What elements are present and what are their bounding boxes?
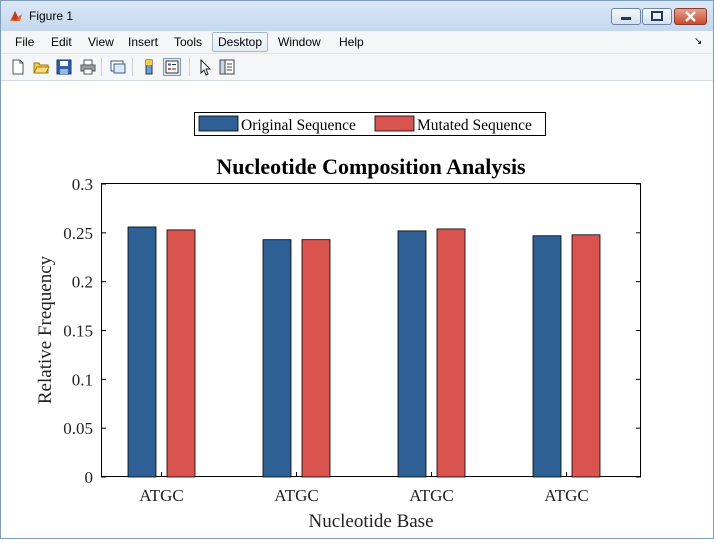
toolbar-separator — [189, 58, 190, 76]
close-button[interactable] — [674, 8, 707, 25]
bar-original — [127, 226, 157, 478]
toolbar-separator — [132, 58, 133, 76]
title-bar: Figure 1 — [1, 1, 713, 32]
bar-original — [397, 230, 427, 478]
matlab-icon — [10, 11, 22, 21]
menu-file[interactable]: File — [15, 35, 35, 49]
colorbar-icon[interactable] — [140, 58, 158, 76]
legend-label-original: Original Sequence — [241, 117, 356, 134]
y-tick-label: 0.25 — [63, 224, 93, 243]
figure-canvas: Original Sequence Mutated Sequence Nucle… — [1, 81, 713, 538]
bar-original — [532, 235, 562, 478]
menu-desktop[interactable]: Desktop — [212, 32, 269, 52]
legend-swatch-mutated — [374, 115, 415, 132]
window-title: Figure 1 — [29, 9, 74, 23]
x-tick-label: ATGC — [409, 486, 453, 505]
bar-original — [262, 239, 292, 478]
menu-edit[interactable]: Edit — [51, 35, 72, 49]
menu-insert[interactable]: Insert — [128, 35, 159, 49]
minimize-button[interactable] — [611, 8, 641, 25]
legend[interactable]: Original Sequence Mutated Sequence — [194, 112, 546, 136]
x-tick-label: ATGC — [544, 486, 588, 505]
y-tick-label: 0.3 — [72, 175, 93, 194]
y-tick-label: 0 — [85, 468, 94, 487]
maximize-button[interactable] — [642, 8, 672, 25]
y-tick-label: 0.1 — [72, 370, 93, 389]
x-axis: ATGC ATGC ATGC ATGC — [139, 472, 589, 505]
y-axis-label: Relative Frequency — [35, 255, 56, 404]
menu-overflow-icon[interactable]: ↘ — [694, 36, 703, 47]
property-inspector-icon[interactable] — [218, 58, 236, 76]
menu-help[interactable]: Help — [339, 35, 364, 49]
pointer-icon[interactable] — [196, 58, 214, 76]
print-icon[interactable] — [79, 58, 97, 76]
bars — [127, 226, 601, 478]
minimize-icon — [621, 17, 631, 20]
bar-mutated — [436, 228, 466, 478]
toolbar — [1, 54, 713, 81]
link-plot-icon[interactable] — [109, 58, 127, 76]
y-tick-label: 0.15 — [63, 322, 93, 341]
y-tick-label: 0.2 — [72, 273, 93, 292]
close-icon — [685, 11, 696, 22]
bar-mutated — [571, 234, 601, 478]
legend-swatch-original — [198, 115, 239, 132]
new-figure-icon[interactable] — [9, 58, 27, 76]
menu-bar: File Edit View Insert Tools Desktop Wind… — [1, 31, 713, 54]
maximize-icon — [651, 11, 663, 21]
chart-title: Nucleotide Composition Analysis — [216, 154, 526, 179]
legend-label-mutated: Mutated Sequence — [417, 117, 532, 134]
legend-icon[interactable] — [163, 58, 181, 76]
bar-mutated — [301, 239, 331, 478]
bar-mutated — [166, 229, 196, 478]
bar-chart: Original Sequence Mutated Sequence Nucle… — [35, 112, 641, 532]
x-tick-label: ATGC — [139, 486, 183, 505]
menu-tools[interactable]: Tools — [174, 35, 203, 49]
x-axis-label: Nucleotide Base — [308, 511, 433, 532]
y-tick-label: 0.05 — [63, 419, 93, 438]
open-file-icon[interactable] — [32, 58, 50, 76]
toolbar-separator — [101, 58, 102, 76]
menu-window[interactable]: Window — [278, 35, 321, 49]
y-axis: 0 0.05 0.1 0.15 0.2 0.25 0.3 — [63, 175, 641, 487]
menu-view[interactable]: View — [88, 35, 114, 49]
legend-box — [194, 112, 546, 136]
x-tick-label: ATGC — [274, 486, 318, 505]
save-icon[interactable] — [55, 58, 73, 76]
